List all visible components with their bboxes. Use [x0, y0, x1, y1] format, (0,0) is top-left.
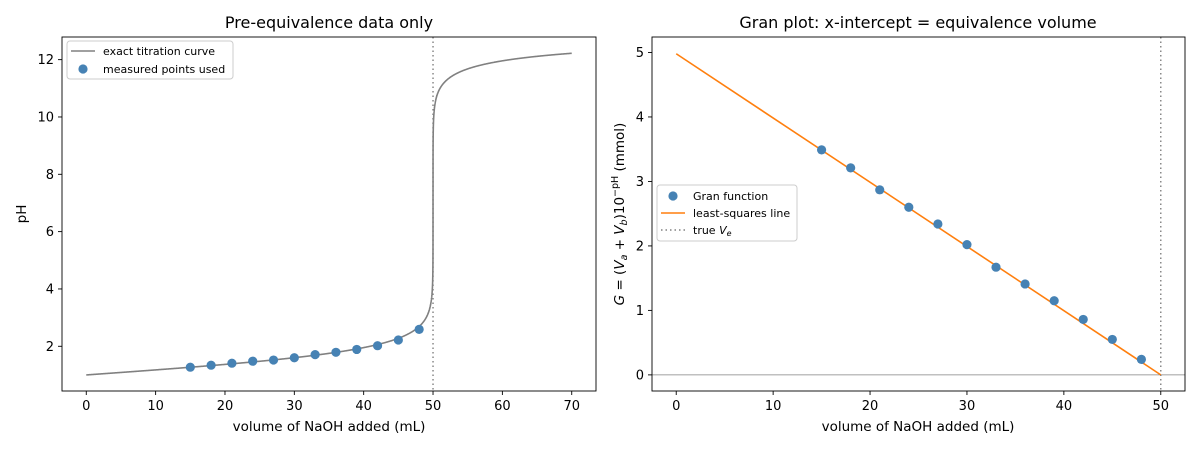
measured-point [227, 358, 237, 368]
y-tick-label: 2 [46, 340, 54, 355]
x-tick-label: 50 [1152, 399, 1169, 414]
titration-chart: Pre-equivalence data only 0 10 20 30 40 50 60 7… [14, 13, 597, 435]
legend-marker-swatch [78, 64, 88, 74]
measured-point [248, 356, 258, 366]
y-tick-label: 4 [636, 110, 644, 125]
gran-point [962, 240, 972, 250]
measured-point [310, 349, 320, 360]
x-axis-label: volume of NaOH added (mL) [822, 419, 1015, 435]
x-axis-label: volume of NaOH added (mL) [233, 419, 426, 435]
gran-point [1020, 279, 1030, 289]
measured-point [268, 355, 279, 365]
legend-box [656, 184, 798, 242]
measured-point [393, 335, 403, 345]
x-tick-label: 20 [862, 399, 879, 414]
x-tick-label: 70 [563, 399, 580, 414]
measured-point [185, 362, 195, 372]
measured-point [352, 344, 362, 355]
x-tick-label: 60 [494, 399, 511, 414]
gran-point [1107, 334, 1117, 345]
x-tick-label: 50 [425, 399, 442, 414]
legend-label: Gran function [693, 190, 768, 203]
gran-plot-chart: Gran plot: x-intercept = equivalence vol… [610, 13, 1186, 435]
gran-point [875, 185, 885, 195]
legend-label: exact titration curve [103, 45, 215, 58]
y-axis-label: pH [14, 205, 30, 224]
y-tick-label: 3 [636, 175, 644, 190]
x-tick-label: 10 [147, 399, 164, 414]
gran-point [816, 145, 827, 155]
x-tick-label: 30 [286, 399, 303, 414]
plot-area [86, 37, 572, 391]
gran-point [933, 219, 943, 229]
x-tick-label: 40 [1056, 399, 1073, 414]
gran-point [1136, 354, 1146, 365]
legend: Gran function least-squares line true Ve [656, 184, 798, 242]
y-tick-label: 2 [636, 239, 644, 254]
axes-frame [651, 36, 1186, 392]
legend-label: true Ve [693, 224, 732, 238]
gran-point [991, 262, 1001, 272]
measured-point [372, 341, 383, 351]
chart-title: Gran plot: x-intercept = equivalence vol… [739, 13, 1096, 32]
y-tick-label: 1 [636, 304, 644, 319]
plot-area [652, 37, 1185, 391]
gran-point [1049, 296, 1059, 306]
measured-point [289, 353, 299, 363]
y-tick-label: 10 [37, 110, 54, 125]
measured-point [206, 360, 216, 370]
x-tick-label: 0 [82, 399, 90, 414]
legend-marker-swatch [668, 191, 678, 201]
legend-box [66, 40, 234, 80]
x-tick-label: 40 [355, 399, 372, 414]
gran-point [904, 202, 914, 212]
y-tick-label: 6 [46, 225, 54, 240]
y-tick-label: 8 [46, 168, 54, 183]
axes-frame [61, 36, 597, 392]
exact-titration-curve [86, 52, 572, 376]
y-tick-label: 5 [636, 46, 644, 61]
gran-point [1078, 314, 1088, 325]
legend-label: measured points used [103, 63, 225, 76]
legend-label: least-squares line [693, 207, 790, 220]
legend: exact titration curve measured points use… [66, 40, 234, 80]
chart-title: Pre-equivalence data only [225, 13, 433, 32]
y-tick-label: 0 [636, 368, 644, 383]
measured-point [414, 324, 424, 334]
x-tick-label: 0 [672, 399, 680, 414]
x-tick-label: 30 [959, 399, 976, 414]
x-tick-label: 10 [765, 399, 782, 414]
x-tick-label: 20 [217, 399, 234, 414]
y-tick-label: 4 [46, 282, 54, 297]
measured-point [331, 347, 341, 357]
gran-point [846, 163, 856, 173]
y-tick-label: 12 [37, 53, 54, 68]
y-axis-label: G = (Va + Vb)10−pH (mmol) [610, 123, 630, 306]
